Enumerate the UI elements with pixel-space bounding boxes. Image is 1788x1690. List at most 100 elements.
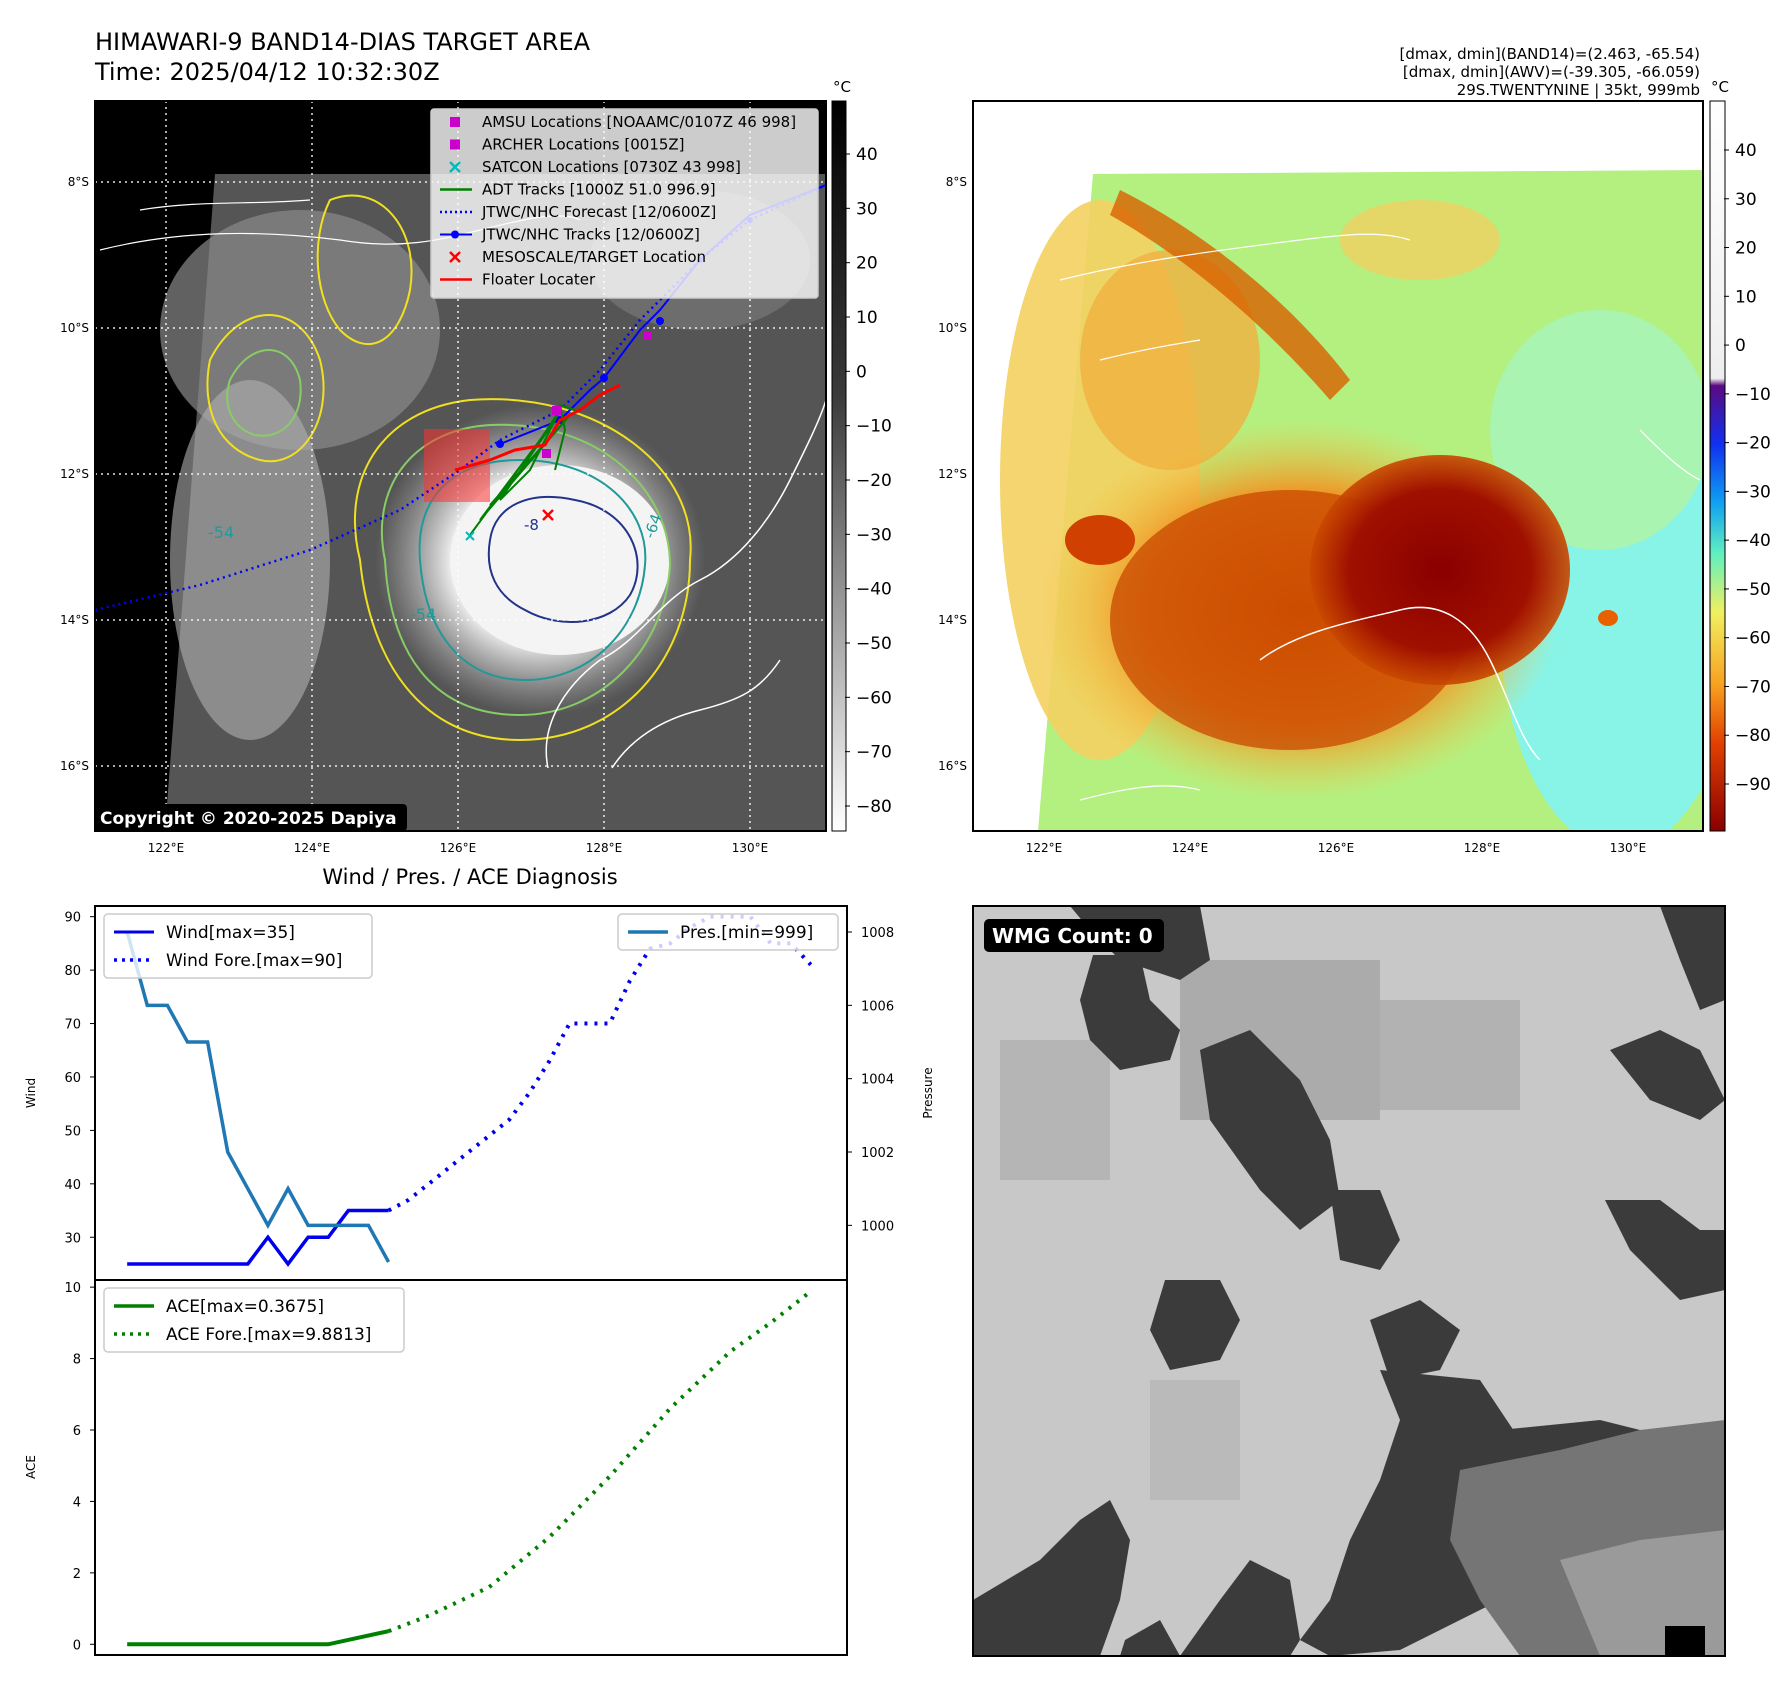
colorbar-tick-label: −80 (856, 797, 892, 817)
amsu-marker (552, 406, 561, 415)
ir-colorbar-unit: °C (833, 78, 851, 96)
diagnosis-title: Wind / Pres. / ACE Diagnosis (322, 865, 617, 889)
wind-tick-label: 90 (64, 911, 81, 926)
colorbar-tick-label: 20 (856, 254, 878, 274)
colorbar-tick-label: −10 (1735, 385, 1771, 405)
wmg-count-badge (984, 919, 1164, 952)
ace-forecast-line (387, 1289, 813, 1634)
ace-line (127, 1629, 389, 1647)
wind-tick-label: 40 (64, 1178, 81, 1193)
colorbar-tick-label: 10 (856, 308, 878, 328)
awv-map-frame (972, 100, 1704, 832)
ace-tick-label: 8 (73, 1353, 81, 1368)
colorbar-tick-label: 40 (856, 145, 878, 165)
legend-wind-label: Wind[max=35] (166, 923, 295, 943)
ace-tick-label: 4 (73, 1495, 81, 1510)
wind-tick-label: 30 (64, 1231, 81, 1246)
lon-tick-label: 130°E (732, 841, 769, 855)
lon-tick-label: 126°E (1318, 841, 1355, 855)
lon-tick-label: 126°E (440, 841, 477, 855)
wmg-panel (973, 906, 1725, 1656)
lat-tick-label: 16°S (60, 759, 89, 773)
colorbar-tick-label: 30 (1735, 190, 1757, 210)
ace-tick-label: 0 (73, 1638, 81, 1653)
colorbar-tick-label: −20 (856, 471, 892, 491)
legend-ace-label: ACE[max=0.3675] (166, 1297, 324, 1317)
lon-tick-label: 124°E (294, 841, 331, 855)
map-legend-item: AMSU Locations [NOAAMC/0107Z 46 998] (450, 113, 796, 131)
chart-title: HIMAWARI-9 BAND14-DIAS TARGET AREA (95, 28, 591, 56)
map-legend-item: JTWC/NHC Tracks [12/0600Z] (440, 226, 700, 244)
map-legend-label: Floater Locater (482, 271, 596, 289)
map-legend-item: ARCHER Locations [0015Z] (450, 136, 685, 154)
pressure-tick-label: 1004 (861, 1073, 894, 1088)
colorbar-tick-label: −30 (1735, 482, 1771, 502)
map-legend-item: SATCON Locations [0730Z 43 998] (449, 158, 741, 176)
map-legend-item: Floater Locater (440, 271, 596, 289)
legend-square-marker (450, 139, 460, 150)
awv-core (1310, 455, 1570, 685)
wind-tick-label: 80 (64, 964, 81, 979)
pressure-tick-label: 1008 (861, 926, 894, 941)
map-legend-item: JTWC/NHC Forecast [12/0600Z] (440, 203, 716, 221)
ace-tick-label: 6 (73, 1424, 81, 1439)
pressure-tick-label: 1000 (861, 1219, 894, 1234)
pressure-line (125, 931, 391, 1263)
awv-colorbar (1709, 100, 1726, 832)
colorbar-tick-label: −60 (856, 688, 892, 708)
legend-square-marker (450, 117, 460, 127)
lon-tick-label: 124°E (1172, 841, 1209, 855)
lat-tick-label: 10°S (60, 321, 89, 335)
legend-pres-label: Pres.[min=999] (680, 923, 813, 943)
ace-legend: ACE[max=0.3675] ACE Fore.[max=9.8813] (103, 1287, 405, 1353)
lon-tick-label: 122°E (1026, 841, 1063, 855)
legend-wind-fore-label: Wind Fore.[max=90] (166, 951, 342, 971)
colorbar-tick-label: −80 (1735, 726, 1771, 746)
lat-tick-label: 8°S (946, 175, 967, 189)
lat-tick-label: 14°S (60, 613, 89, 627)
map-legend: AMSU Locations [NOAAMC/0107Z 46 998] ARCH… (430, 108, 819, 299)
contour-label: -54 (410, 605, 436, 624)
colorbar-tick-label: 10 (1735, 287, 1757, 307)
info-line-3: 29S.TWENTYNINE | 35kt, 999mb (1457, 81, 1700, 99)
copyright-text: Copyright © 2020-2025 Dapiya (100, 809, 397, 829)
lon-tick-label: 128°E (1464, 841, 1501, 855)
map-legend-label: MESOSCALE/TARGET Location (482, 248, 706, 266)
legend-ace-fore-label: ACE Fore.[max=9.8813] (166, 1325, 371, 1345)
lat-tick-label: 12°S (60, 467, 89, 481)
pressure-tick-label: 1006 (861, 999, 894, 1014)
awv-map-panel (973, 101, 1703, 831)
colorbar-tick-label: −50 (1735, 580, 1771, 600)
map-legend-item: ADT Tracks [1000Z 51.0 996.9] (440, 181, 716, 199)
wmg-count-text: WMG Count: 0 (992, 924, 1153, 948)
lat-tick-label: 16°S (938, 759, 967, 773)
colorbar-tick-label: −90 (1735, 775, 1771, 795)
floater-locater-line (454, 383, 621, 472)
lat-tick-label: 10°S (938, 321, 967, 335)
colorbar-tick-label: 0 (1735, 336, 1746, 356)
lon-tick-label: 130°E (1610, 841, 1647, 855)
chart-time: Time: 2025/04/12 10:32:30Z (94, 58, 440, 86)
pressure-legend: Pres.[min=999] (617, 913, 839, 951)
colorbar-tick-label: 0 (856, 362, 867, 382)
colorbar-tick-label: 30 (856, 199, 878, 219)
awv-colorbar-unit: °C (1711, 78, 1729, 96)
colorbar-tick-label: −40 (856, 580, 892, 600)
lat-tick-label: 8°S (68, 175, 89, 189)
pressure-ylabel: Pressure (921, 1067, 935, 1118)
copyright-box (95, 804, 407, 831)
wind-legend: Wind[max=35] Wind Fore.[max=90] (103, 913, 373, 979)
contour-navy (487, 495, 639, 623)
pressure-tick-label: 1002 (861, 1146, 894, 1161)
wind-tick-label: 70 (64, 1018, 81, 1033)
colorbar-tick-label: −60 (1735, 629, 1771, 649)
colorbar-tick-label: −10 (856, 417, 892, 437)
wmg-frame (972, 905, 1726, 1657)
colorbar-tick-label: −20 (1735, 434, 1771, 454)
wind-tick-label: 60 (64, 1071, 81, 1086)
archer-marker (542, 449, 551, 458)
colorbar-tick-label: −70 (1735, 677, 1771, 697)
map-legend-item: MESOSCALE/TARGET Location (449, 248, 706, 266)
map-legend-label: JTWC/NHC Tracks [12/0600Z] (481, 226, 700, 244)
info-line-2: [dmax, dmin](AWV)=(-39.305, -66.059) (1403, 63, 1700, 81)
